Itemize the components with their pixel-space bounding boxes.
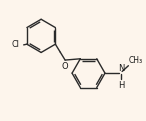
Text: O: O (62, 62, 68, 71)
Text: CH₃: CH₃ (129, 56, 143, 65)
Text: Cl: Cl (11, 40, 19, 49)
Text: H: H (118, 81, 124, 90)
Text: N: N (118, 64, 124, 73)
